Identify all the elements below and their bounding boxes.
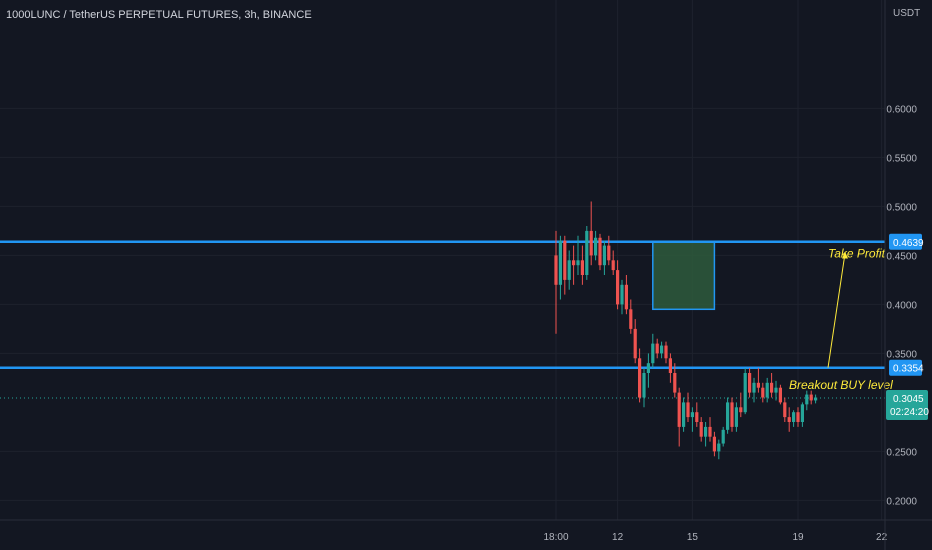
candle-body [677,392,681,427]
candle-body [638,358,642,398]
candle-body [695,412,699,422]
candle-body [800,404,804,422]
candle-body [629,309,633,329]
candle-body [664,345,668,359]
candle-body [809,394,813,401]
arrow-head [842,251,848,259]
y-axis: 0.6000 0.5500 0.5000 0.4500 0.4000 0.3500 0.25… [884,0,917,550]
candle-body [734,407,738,427]
candle-body [607,245,611,261]
candle-body [796,412,800,422]
candle-body [743,373,747,413]
x-tick-label: 12 [612,532,624,543]
candle-body [721,429,725,444]
chart-title: 1000LUNC / TetherUS PERPETUAL FUTURES, 3… [6,9,312,21]
target-box-rect [652,241,716,311]
candle-body [602,245,606,266]
candle-body [699,422,703,437]
candle-body [611,260,615,271]
y-tick-label: 0.4500 [886,251,917,262]
candle-body [765,382,769,398]
candle-body [774,387,778,393]
candle-body [752,382,756,393]
candle-body [712,436,716,452]
candle-body [787,417,791,422]
annotations: Take Profit Breakout BUY level [789,246,893,391]
candle-body [651,343,655,364]
x-tick-label: 19 [792,532,804,543]
candle-body [642,373,646,398]
candle-body [730,402,734,427]
candle-body [814,397,818,401]
annotation-breakout: Breakout BUY level [789,378,893,392]
candle-body [624,284,628,310]
x-tick-label: 22 [876,532,888,543]
target-box [652,241,716,311]
grid [0,0,885,520]
candle-body [783,402,787,418]
annotation-take-profit: Take Profit [828,246,886,260]
candle-body [563,240,567,280]
annotation-arrow [827,253,846,368]
candle-body [620,284,624,305]
candle-body [633,328,637,359]
candle-body [668,358,672,373]
candle-body [655,343,659,354]
y-tick-label: 0.2000 [886,496,917,507]
candle-body [748,373,752,393]
x-axis: 18:00 12 15 19 22 [0,519,932,543]
level-price-label: 0.3354 [893,364,924,375]
candle-body [673,373,677,393]
y-tick-label: 0.5500 [886,153,917,164]
last-price-tag [886,389,928,420]
y-tick-label: 0.2500 [886,447,917,458]
candle-body [567,260,571,280]
y-tick-label: 0.6000 [886,104,917,115]
candle-body [576,260,580,266]
candle-body [589,230,593,256]
candle-body [686,402,690,418]
candle-body [761,387,765,398]
last-price-label: 0.3045 [893,394,924,405]
candle-body [708,426,712,437]
candle-body [756,382,760,388]
candle-body [585,230,589,275]
candle-body [660,345,664,354]
candle-body [572,260,576,266]
candle-body [558,240,562,285]
level-lines [0,240,885,399]
candle-body [717,443,721,452]
y-tick-label: 0.4000 [886,300,917,311]
candle-body [554,255,558,285]
price-tags: 0.4639 0.3354 0.3045 02:24:20 [886,233,929,420]
candles [554,201,818,460]
countdown-label: 02:24:20 [890,407,929,418]
y-tick-label: 0.5000 [886,202,917,213]
y-tick-label: 0.3500 [886,349,917,360]
candle-body [792,412,796,422]
candle-body [690,412,694,418]
candle-body [646,363,650,373]
candle-body [770,382,774,393]
x-tick-label: 15 [687,532,699,543]
x-tick-label: 18:00 [543,532,568,543]
level-price-label: 0.4639 [893,238,924,249]
candle-body [598,237,602,266]
candle-body [726,402,730,430]
candle-body [682,402,686,427]
candle-body [594,237,598,256]
candle-body [580,260,584,275]
candle-body [739,407,743,413]
level-price-tag [889,233,922,250]
level-price-tag [889,359,922,376]
candle-body [778,387,782,403]
candle-body [704,426,708,437]
candle-body [616,270,620,305]
currency-label: USDT [893,8,921,19]
candle-body [805,394,809,405]
